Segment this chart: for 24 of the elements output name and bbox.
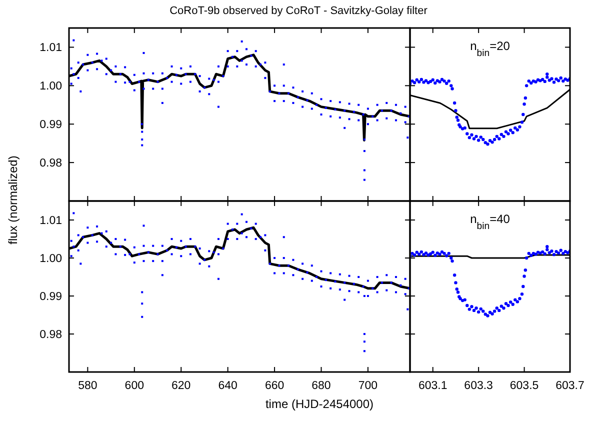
y-tick-label: 1.01 bbox=[40, 42, 62, 54]
x-tick-label: 680 bbox=[312, 380, 331, 392]
annotation: n$_{bin}$=40 bbox=[470, 212, 510, 232]
y-tick-label: 0.98 bbox=[40, 158, 62, 170]
y-tick-label: 0.99 bbox=[40, 291, 62, 304]
x-tick-label: 660 bbox=[264, 380, 284, 392]
x-tick-label: 603.3 bbox=[464, 380, 493, 392]
y-tick-label: 1.00 bbox=[40, 253, 62, 266]
x-tick-label: 580 bbox=[78, 380, 98, 392]
y-tick-label: 0.98 bbox=[40, 329, 62, 342]
annotation: n$_{bin}$=20 bbox=[470, 39, 510, 58]
y-axis-title: flux (normalized) bbox=[6, 156, 20, 244]
y-tick-label: 1.01 bbox=[40, 215, 62, 228]
x-tick-label: 603.1 bbox=[418, 380, 448, 392]
x-tick-label: 700 bbox=[358, 380, 378, 392]
x-tick-label: 620 bbox=[172, 380, 191, 392]
x-axis-title: time (HJD-2454000) bbox=[265, 397, 374, 411]
x-tick-label: 603.7 bbox=[556, 380, 584, 392]
chart-title: CoRoT-9b observed by CoRoT - Savitzky-Golay filter bbox=[170, 5, 428, 17]
x-tick-label: 640 bbox=[218, 380, 238, 392]
y-tick-label: 1.00 bbox=[40, 80, 62, 93]
x-tick-label: 603.5 bbox=[510, 380, 539, 392]
x-tick-label: 600 bbox=[124, 380, 144, 392]
y-tick-label: 0.99 bbox=[40, 119, 62, 132]
